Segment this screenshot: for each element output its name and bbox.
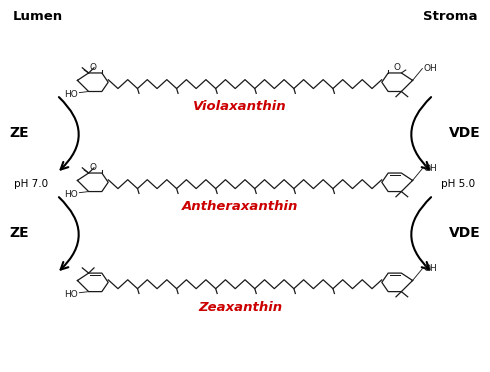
Text: HO: HO	[64, 90, 77, 99]
Text: HO: HO	[64, 290, 77, 299]
Text: pH 7.0: pH 7.0	[14, 179, 49, 189]
Text: pH 5.0: pH 5.0	[441, 179, 476, 189]
Text: O: O	[90, 62, 97, 71]
Text: VDE: VDE	[449, 126, 481, 140]
Text: Violaxanthin: Violaxanthin	[193, 100, 287, 113]
Text: O: O	[393, 62, 400, 71]
Text: ZE: ZE	[9, 126, 29, 140]
Text: Lumen: Lumen	[13, 10, 63, 23]
Text: VDE: VDE	[449, 227, 481, 240]
FancyArrowPatch shape	[59, 197, 79, 270]
Text: OH: OH	[423, 264, 437, 273]
Text: OH: OH	[423, 164, 437, 173]
FancyArrowPatch shape	[411, 197, 431, 270]
FancyArrowPatch shape	[59, 97, 79, 170]
Text: OH: OH	[423, 64, 437, 73]
Text: Stroma: Stroma	[422, 10, 477, 23]
FancyArrowPatch shape	[411, 97, 431, 170]
Text: ZE: ZE	[9, 227, 29, 240]
Text: HO: HO	[64, 190, 77, 199]
Text: O: O	[90, 163, 97, 171]
Text: Zeaxanthin: Zeaxanthin	[198, 301, 282, 314]
Text: Antheraxanthin: Antheraxanthin	[182, 200, 298, 213]
